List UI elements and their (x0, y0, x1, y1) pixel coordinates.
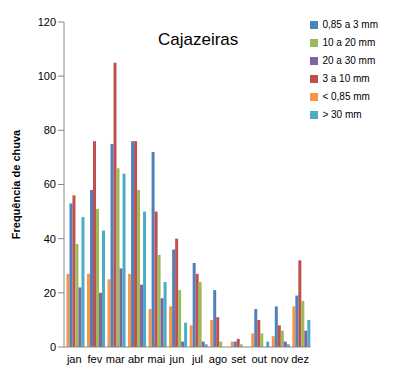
html-text:3 a 10 mm: 3 a 10 mm (322, 73, 370, 84)
svg-text:jun: jun (169, 353, 185, 365)
svg-text:fev: fev (87, 353, 102, 365)
svg-text:20: 20 (44, 287, 56, 299)
html-text:< 0,85 mm: < 0,85 mm (322, 91, 370, 102)
html-text:Cajazeiras: Cajazeiras (158, 30, 239, 49)
html-text:20 a 30 mm: 20 a 30 mm (322, 55, 376, 66)
svg-text:jan: jan (66, 353, 82, 365)
svg-text:60: 60 (44, 178, 56, 190)
svg-text:40: 40 (44, 233, 56, 245)
svg-text:0: 0 (50, 341, 56, 353)
svg-text:ago: ago (209, 353, 227, 365)
svg-text:Frequência de chuva: Frequência de chuva (10, 129, 22, 239)
svg-text:set: set (231, 353, 246, 365)
svg-text:out: out (251, 353, 266, 365)
svg-text:100: 100 (38, 70, 56, 82)
svg-text:jul: jul (191, 353, 203, 365)
svg-text:nov: nov (271, 353, 289, 365)
svg-text:mar: mar (106, 353, 125, 365)
html-text:10 a 20 mm: 10 a 20 mm (322, 37, 376, 48)
svg-text:mai: mai (148, 353, 166, 365)
svg-text:120: 120 (38, 16, 56, 28)
html-text:0,85 a 3 mm: 0,85 a 3 mm (322, 19, 378, 30)
html-text:> 30 mm: > 30 mm (322, 109, 362, 120)
svg-text:dez: dez (291, 353, 309, 365)
svg-text:abr: abr (128, 353, 144, 365)
svg-text:80: 80 (44, 124, 56, 136)
